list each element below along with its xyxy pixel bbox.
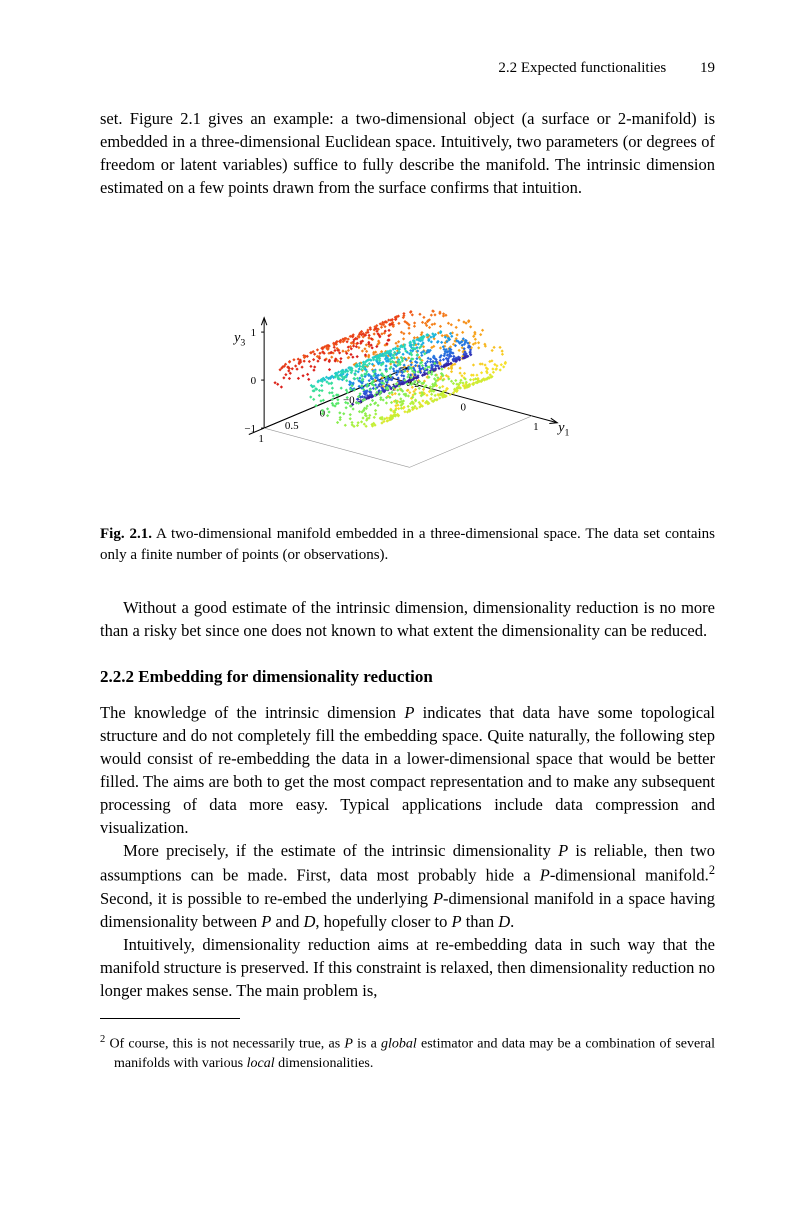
var-d: D	[498, 912, 510, 931]
svg-text:y3: y3	[232, 331, 245, 349]
running-header: 2.2 Expected functionalities 19	[100, 60, 715, 77]
svg-text:0: 0	[250, 375, 256, 387]
text-run: More precisely, if the estimate of the i…	[123, 841, 558, 860]
footnote: 2 Of course, this is not necessarily tru…	[100, 1033, 715, 1073]
paragraph-3: The knowledge of the intrinsic dimension…	[100, 701, 715, 840]
figure-svg: 10−1y310.50−0.5−1y2−101y1	[198, 229, 618, 509]
header-page-number: 19	[700, 60, 715, 76]
text-run: .	[510, 912, 514, 931]
emph: local	[247, 1056, 275, 1071]
svg-text:−1: −1	[244, 423, 256, 435]
var-p: P	[404, 703, 414, 722]
svg-text:1: 1	[250, 327, 256, 339]
var-d: D	[303, 912, 315, 931]
section-heading: 2.2.2 Embedding for dimensionality reduc…	[100, 667, 715, 687]
caption-text: A two-dimensional manifold embedded in a…	[100, 526, 715, 563]
svg-text:1: 1	[533, 421, 539, 433]
header-section: 2.2 Expected functionalities	[498, 60, 666, 76]
var-p: P	[540, 866, 550, 885]
var-p: P	[433, 889, 443, 908]
var-p: P	[558, 841, 568, 860]
text-run: Second, it is possible to re-embed the u…	[100, 889, 433, 908]
paragraph-4: More precisely, if the estimate of the i…	[100, 839, 715, 933]
svg-text:y1: y1	[556, 421, 569, 439]
svg-text:0.5: 0.5	[284, 421, 298, 433]
text-run: is a	[353, 1037, 381, 1052]
caption-label: Fig. 2.1.	[100, 526, 152, 542]
text-run: The knowledge of the intrinsic dimension	[100, 703, 404, 722]
footnote-rule	[100, 1018, 240, 1019]
figure-2-1: 10−1y310.50−0.5−1y2−101y1	[100, 229, 715, 509]
text-run: Of course, this is not necessarily true,…	[105, 1037, 344, 1052]
text-run: dimensionalities.	[275, 1056, 374, 1071]
paragraph-1: set. Figure 2.1 gives an example: a two-…	[100, 107, 715, 199]
footnote-ref: 2	[709, 863, 715, 877]
paragraph-2: Without a good estimate of the intrinsic…	[100, 596, 715, 642]
svg-text:0: 0	[460, 402, 466, 414]
text-run: and	[271, 912, 303, 931]
text-run: than	[462, 912, 499, 931]
paragraph-5: Intuitively, dimensionality reduction ai…	[100, 933, 715, 1002]
figure-caption: Fig. 2.1. A two-dimensional manifold emb…	[100, 524, 715, 566]
var-p: P	[261, 912, 271, 931]
var-p: P	[451, 912, 461, 931]
emph: global	[381, 1037, 417, 1052]
page: 2.2 Expected functionalities 19 set. Fig…	[0, 0, 800, 1138]
var-p: P	[344, 1037, 353, 1052]
text-run: -dimensional manifold.	[550, 866, 709, 885]
text-run: , hopefully closer to	[315, 912, 451, 931]
text-run: indicates that data have some topologica…	[100, 703, 715, 837]
svg-text:1: 1	[258, 433, 264, 445]
